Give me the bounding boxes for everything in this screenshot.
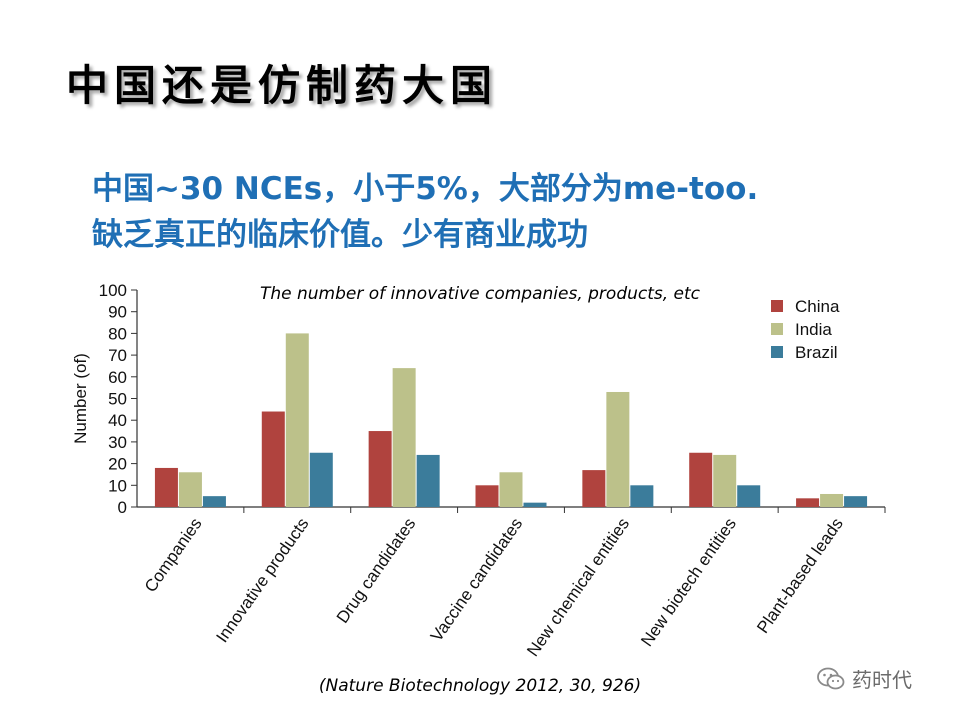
x-tick-label: Drug candidates <box>333 514 420 626</box>
y-tick-label: 40 <box>108 411 127 430</box>
y-tick-label: 90 <box>108 303 127 322</box>
subtitle-line-2: 缺乏真正的临床价值。少有商业成功 <box>92 217 588 253</box>
slide-title: 中国还是仿制药大国 <box>66 61 499 110</box>
x-tick-label: Companies <box>141 514 206 595</box>
legend-label-brazil: Brazil <box>795 343 838 362</box>
source-citation: (Nature Biotechnology 2012, 30, 926) <box>318 676 642 696</box>
legend-swatch-china <box>771 300 783 312</box>
bar-brazil-5 <box>737 485 761 507</box>
bar-china-1 <box>261 411 285 507</box>
chart-legend: China India Brazil <box>771 297 840 362</box>
x-tick-label: Vaccine candidates <box>427 514 526 645</box>
bar-brazil-4 <box>630 485 654 507</box>
y-tick-label: 10 <box>108 476 127 495</box>
bar-china-6 <box>796 498 820 507</box>
x-tick-label: New chemical entities <box>523 514 633 660</box>
y-tick-label: 0 <box>118 498 127 517</box>
bar-india-2 <box>392 368 416 507</box>
bar-china-3 <box>475 485 499 507</box>
subtitle-line-1: 中国~30 NCEs，小于5%，大部分为me-too. <box>92 171 759 207</box>
bar-china-0 <box>154 467 178 507</box>
watermark: 药时代 <box>816 664 912 693</box>
y-tick-label: 100 <box>99 281 127 300</box>
y-tick-label: 30 <box>108 433 127 452</box>
bar-china-2 <box>368 431 392 507</box>
y-tick-label: 20 <box>108 455 127 474</box>
bar-brazil-6 <box>844 496 868 507</box>
bar-india-4 <box>606 391 630 507</box>
slide-subtitle: 中国~30 NCEs，小于5%，大部分为me-too. 缺乏真正的临床价值。少有… <box>92 166 758 258</box>
watermark-text: 药时代 <box>852 668 912 692</box>
bar-brazil-0 <box>202 496 226 507</box>
legend-swatch-india <box>771 323 783 335</box>
y-axis-label: Number (of) <box>71 353 90 444</box>
x-tick-label: Innovative products <box>212 514 312 646</box>
bar-india-1 <box>285 333 309 507</box>
legend-label-china: China <box>795 297 840 316</box>
bar-india-5 <box>713 454 737 507</box>
bar-china-4 <box>582 470 606 507</box>
y-tick-label: 80 <box>108 324 127 343</box>
chart-caption: The number of innovative companies, prod… <box>259 284 701 304</box>
chart-bars <box>154 333 868 507</box>
x-tick-label: New biotech entities <box>637 514 740 650</box>
bar-india-6 <box>820 493 844 507</box>
y-tick-label: 70 <box>108 346 127 365</box>
legend-swatch-brazil <box>771 346 783 358</box>
wechat-icon <box>817 667 845 689</box>
bar-china-5 <box>689 452 713 507</box>
legend-label-india: India <box>795 320 832 339</box>
y-tick-label: 60 <box>108 368 127 387</box>
bar-brazil-2 <box>416 454 440 507</box>
bar-india-0 <box>178 472 202 507</box>
x-tick-label: Plant-based leads <box>753 514 847 636</box>
bar-brazil-1 <box>309 452 333 507</box>
bar-india-3 <box>499 472 523 507</box>
bar-brazil-3 <box>523 502 547 507</box>
y-tick-label: 50 <box>108 390 127 409</box>
